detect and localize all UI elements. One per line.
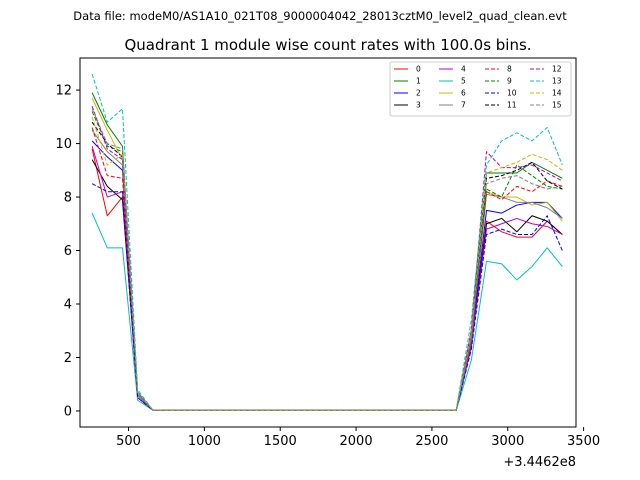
legend-label-15: 15	[552, 101, 562, 110]
y-tick-label: 0	[64, 404, 72, 419]
series-line-3	[91, 159, 563, 411]
legend-box	[389, 61, 572, 117]
x-tick-label: 2500	[415, 434, 448, 449]
legend-label-11: 11	[507, 101, 517, 110]
series-line-0	[91, 148, 563, 411]
series-line-11	[91, 121, 563, 411]
legend-label-3: 3	[416, 101, 421, 110]
x-axis-offset-label: +3.4462e8	[503, 455, 576, 470]
legend-label-5: 5	[461, 77, 466, 86]
legend-label-7: 7	[461, 101, 466, 110]
series-line-15	[91, 108, 563, 411]
series-line-10	[91, 183, 563, 411]
legend-label-12: 12	[552, 65, 562, 74]
y-tick-label: 2	[64, 351, 72, 366]
x-tick-label: 500	[116, 434, 141, 449]
legend-label-10: 10	[507, 89, 517, 98]
x-tick-label: 3500	[567, 434, 600, 449]
x-tick-label: 1000	[188, 434, 221, 449]
x-axis: 500 1000 1500 2000 2500 3000 3500	[116, 427, 600, 449]
legend-label-14: 14	[552, 89, 562, 98]
legend-label-6: 6	[461, 89, 466, 98]
series-line-4	[91, 146, 563, 411]
series-line-12	[91, 105, 563, 411]
series-line-8	[91, 127, 563, 411]
legend-label-13: 13	[552, 77, 562, 86]
series-layer	[91, 73, 563, 411]
y-tick-label: 8	[64, 191, 72, 206]
legend-label-9: 9	[507, 77, 512, 86]
series-line-5	[91, 212, 563, 411]
chart-title: Quadrant 1 module wise count rates with …	[124, 36, 531, 54]
plot-area	[79, 57, 577, 428]
plot-frame	[79, 57, 577, 428]
legend-label-8: 8	[507, 65, 512, 74]
series-line-1	[91, 92, 563, 411]
x-tick-label: 1500	[264, 434, 297, 449]
series-line-7	[91, 129, 563, 411]
y-axis: 0 2 4 6 8 10 12	[55, 84, 80, 419]
series-line-13	[91, 73, 563, 411]
legend-label-0: 0	[416, 65, 421, 74]
series-line-14	[91, 116, 563, 411]
y-tick-label: 4	[64, 298, 72, 313]
series-line-6	[91, 97, 563, 411]
x-tick-label: 3000	[491, 434, 524, 449]
y-tick-label: 10	[55, 137, 72, 152]
y-tick-label: 6	[64, 244, 72, 259]
x-tick-label: 2000	[340, 434, 373, 449]
legend-label-4: 4	[461, 65, 466, 74]
y-tick-label: 12	[55, 84, 72, 99]
figure-suptitle: Data file: modeM0/AS1A10_021T08_90000040…	[73, 9, 567, 23]
legend-label-1: 1	[416, 77, 421, 86]
legend-label-2: 2	[416, 89, 421, 98]
